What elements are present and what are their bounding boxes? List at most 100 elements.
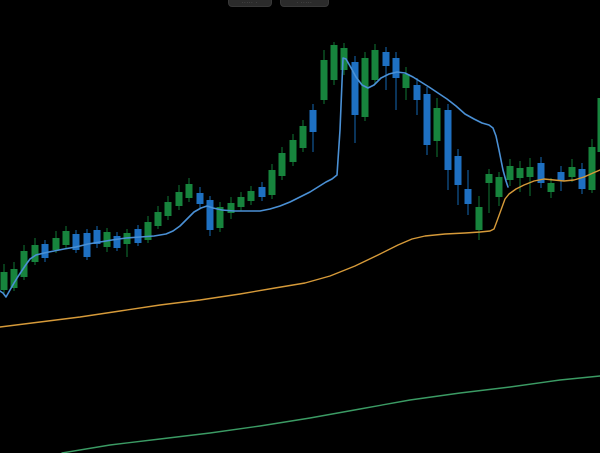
ma-line-green-slow [61, 375, 600, 453]
candle-up [268, 164, 276, 199]
candle-up [164, 196, 172, 220]
candle-body [330, 45, 338, 80]
candle-body [20, 251, 28, 277]
candle-body [299, 126, 307, 148]
candle-body [495, 177, 503, 197]
candle-down [351, 56, 359, 143]
candle-body [247, 191, 255, 201]
candle-body [392, 58, 400, 78]
candle-body [52, 238, 60, 250]
candle-body [454, 156, 462, 185]
candle-down [72, 230, 80, 253]
candle-body [516, 168, 524, 178]
candle-up [103, 228, 111, 252]
candle-body [196, 193, 204, 204]
top-toolbar: ····· · · ····· [0, 0, 600, 10]
candle-body [485, 174, 493, 183]
candle-up [588, 139, 596, 193]
candle-body [423, 94, 431, 145]
candle-body [537, 163, 545, 183]
candle-down [309, 104, 317, 152]
candle-down [258, 182, 266, 201]
candle-down [454, 149, 462, 205]
candle-down [464, 170, 472, 215]
candle-body [113, 236, 121, 248]
candle-up [31, 238, 39, 265]
candle-body [402, 74, 410, 88]
candle-body [444, 110, 452, 170]
candle-body [0, 272, 8, 290]
candle-up [0, 264, 8, 293]
candle-up [278, 147, 286, 180]
candle-down [134, 225, 142, 246]
candle-body [506, 166, 514, 180]
candle-body [578, 169, 586, 189]
candle-body [464, 189, 472, 204]
candle-up [597, 98, 600, 152]
candle-up [289, 134, 297, 166]
candle-body [134, 229, 142, 243]
candle-body [154, 212, 162, 226]
candle-down [423, 87, 431, 155]
candle-up [506, 159, 514, 186]
candle-down [41, 240, 49, 262]
candle-up [62, 226, 70, 248]
candle-up [330, 42, 338, 85]
candle-body [413, 85, 421, 100]
ma-line-orange-medium [0, 169, 600, 328]
candle-body [289, 140, 297, 162]
candle-up [237, 192, 245, 211]
candle-body [433, 108, 441, 141]
candle-up [495, 172, 503, 206]
candle-body [41, 244, 49, 258]
candle-up [20, 245, 28, 280]
candle-up [52, 231, 60, 253]
candle-body [361, 58, 369, 117]
candle-body [351, 62, 359, 115]
candle-body [568, 167, 576, 177]
candle-body [597, 98, 600, 152]
candle-up [526, 158, 534, 196]
candle-body [382, 52, 390, 66]
candle-up [175, 185, 183, 210]
candle-body [216, 207, 224, 228]
toolbar-button-1[interactable]: ····· · [228, 0, 272, 7]
candle-body [10, 269, 18, 288]
candle-body [93, 230, 101, 244]
candle-up [216, 202, 224, 232]
candle-body [320, 60, 328, 100]
candle-up [475, 196, 483, 240]
candle-body [268, 170, 276, 195]
candle-body [278, 153, 286, 176]
candle-up [547, 178, 555, 198]
candle-down [578, 163, 586, 194]
candle-body [31, 245, 39, 262]
candle-down [196, 187, 204, 208]
candle-body [62, 231, 70, 245]
candle-body [526, 167, 534, 177]
candle-body [144, 222, 152, 240]
candle-body [227, 203, 235, 213]
candle-up [320, 50, 328, 104]
candle-body [175, 192, 183, 206]
candle-up [371, 44, 379, 84]
candle-body [185, 184, 193, 198]
candle-up [568, 159, 576, 182]
candle-body [557, 172, 565, 181]
candle-body [72, 234, 80, 250]
candle-up [402, 67, 410, 100]
candle-body [547, 183, 555, 192]
candle-body [309, 110, 317, 132]
candle-up [154, 206, 162, 229]
candle-up [247, 186, 255, 205]
candle-up [144, 216, 152, 243]
toolbar-button-2[interactable]: · ····· [280, 0, 329, 7]
candle-down [382, 47, 390, 90]
candle-body [371, 50, 379, 80]
candle-up [123, 229, 131, 257]
candle-up [227, 197, 235, 219]
candle-down [113, 232, 121, 251]
candle-down [537, 157, 545, 188]
